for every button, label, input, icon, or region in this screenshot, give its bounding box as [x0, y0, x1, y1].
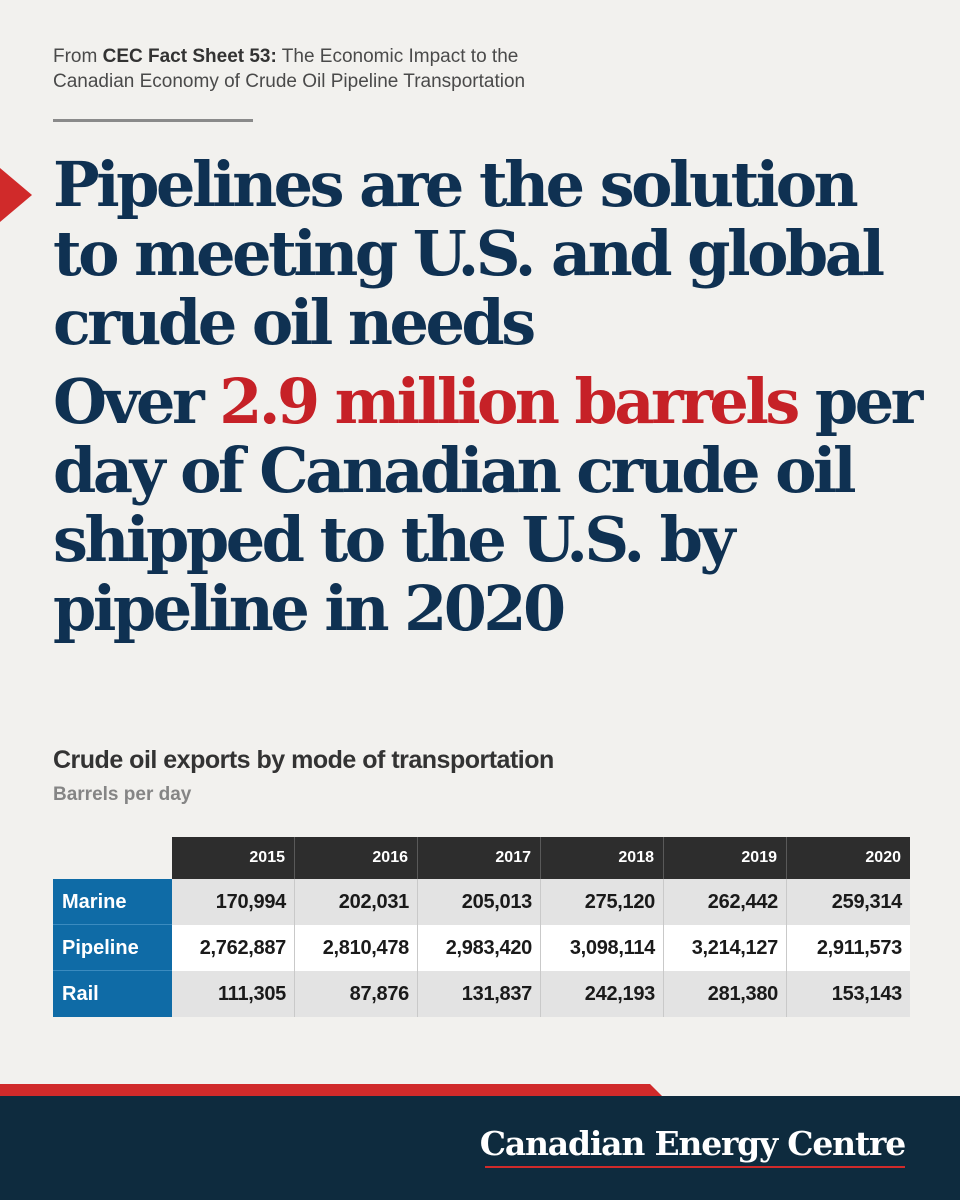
source-text-1: The Economic Impact to the — [276, 46, 519, 67]
column-header: 2019 — [664, 837, 787, 879]
column-header: 2016 — [295, 837, 418, 879]
table-title: Crude oil exports by mode of transportat… — [53, 746, 554, 774]
headline-stat-post: per day of Canadian crude oil shipped to… — [53, 365, 923, 645]
table-cell: 205,013 — [418, 879, 541, 925]
source-note: From CEC Fact Sheet 53: The Economic Imp… — [53, 44, 753, 94]
column-header: 2017 — [418, 837, 541, 879]
headline-main: Pipelines are the solution to meeting U.… — [53, 148, 885, 359]
row-label: Pipeline — [53, 925, 172, 971]
table-subtitle: Barrels per day — [53, 784, 192, 805]
source-text-2: Canadian Economy of Crude Oil Pipeline T… — [53, 71, 526, 92]
table-cell: 262,442 — [664, 879, 787, 925]
table-row: Rail 111,305 87,876 131,837 242,193 281,… — [53, 971, 915, 1017]
column-header: 2018 — [541, 837, 664, 879]
brand-underline — [485, 1166, 905, 1168]
table-cell: 259,314 — [787, 879, 910, 925]
headline-stat: Over 2.9 million barrels per day of Cana… — [53, 367, 933, 643]
table-cell: 111,305 — [172, 971, 295, 1017]
brand-logo: Canadian Energy Centre — [479, 1124, 906, 1163]
table-cell: 2,983,420 — [418, 925, 541, 971]
table-cell: 3,214,127 — [664, 925, 787, 971]
headline: Pipelines are the solution to meeting U.… — [53, 150, 933, 643]
table-cell: 2,810,478 — [295, 925, 418, 971]
column-header: 2015 — [172, 837, 295, 879]
source-sheet: CEC Fact Sheet 53: — [102, 46, 277, 67]
table-cell: 275,120 — [541, 879, 664, 925]
arrow-marker-icon — [0, 168, 32, 222]
divider — [53, 119, 253, 122]
table-row: Marine 170,994 202,031 205,013 275,120 2… — [53, 879, 915, 925]
table-cell: 202,031 — [295, 879, 418, 925]
column-header: 2020 — [787, 837, 910, 879]
headline-stat-pre: Over — [53, 365, 220, 438]
row-label: Rail — [53, 971, 172, 1017]
table-cell: 131,837 — [418, 971, 541, 1017]
accent-band — [0, 1084, 662, 1096]
table-cell: 3,098,114 — [541, 925, 664, 971]
table-cell: 281,380 — [664, 971, 787, 1017]
table-row: Pipeline 2,762,887 2,810,478 2,983,420 3… — [53, 925, 915, 971]
footer: Canadian Energy Centre — [0, 1096, 960, 1200]
table-cell: 242,193 — [541, 971, 664, 1017]
exports-table: 2015 2016 2017 2018 2019 2020 Marine 170… — [53, 837, 915, 1017]
table-cell: 87,876 — [295, 971, 418, 1017]
table-header: 2015 2016 2017 2018 2019 2020 — [172, 837, 915, 879]
table-cell: 2,911,573 — [787, 925, 910, 971]
table-cell: 2,762,887 — [172, 925, 295, 971]
table-cell: 153,143 — [787, 971, 910, 1017]
headline-stat-highlight: 2.9 million barrels — [219, 365, 800, 438]
table-cell: 170,994 — [172, 879, 295, 925]
source-prefix: From — [53, 46, 103, 67]
row-label: Marine — [53, 879, 172, 925]
